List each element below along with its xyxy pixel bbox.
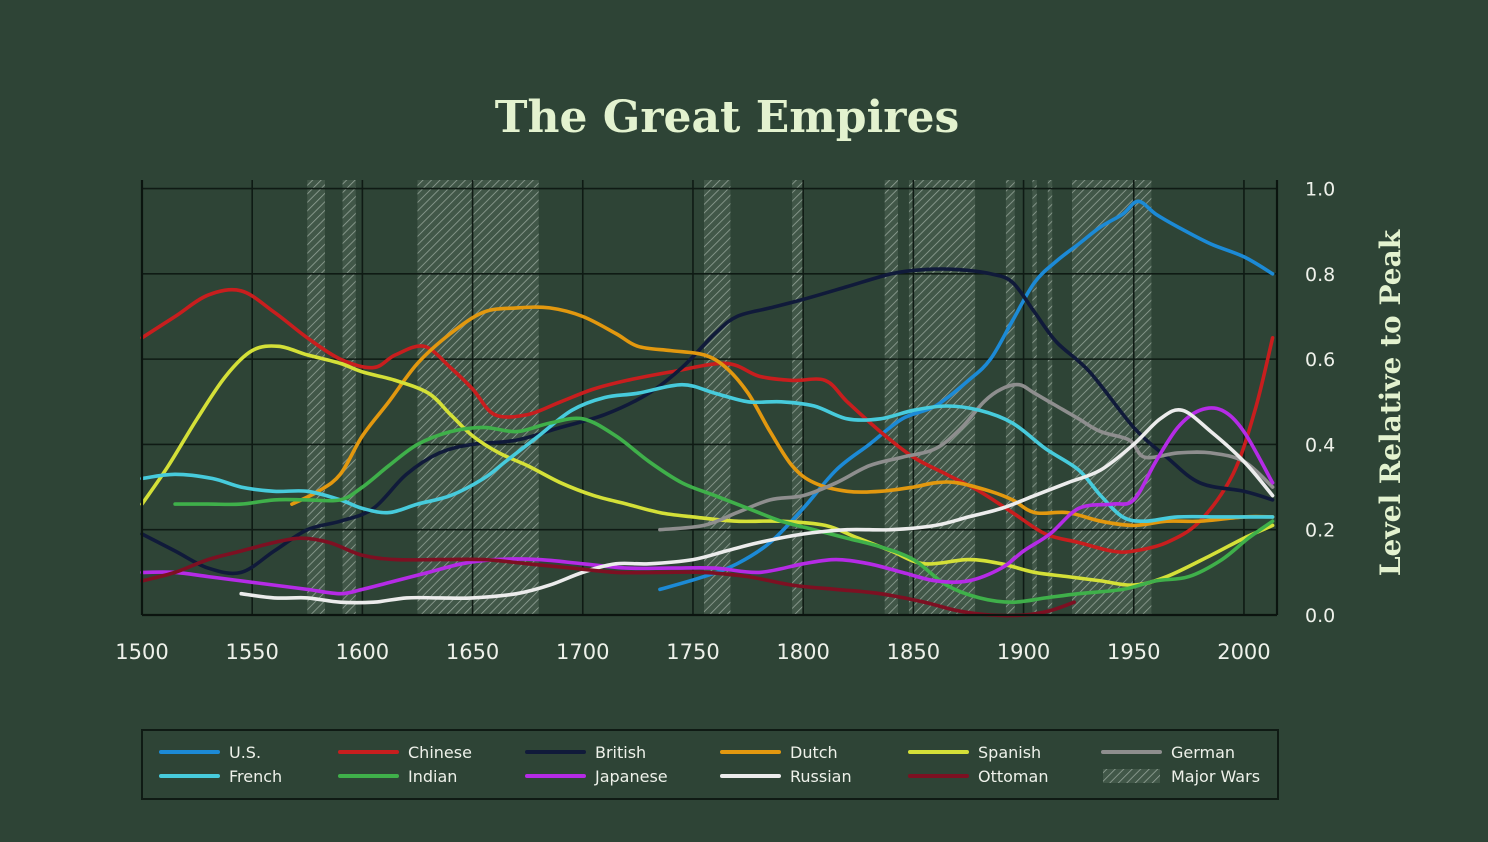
legend-label-british: British	[595, 743, 646, 762]
legend-label-indian: Indian	[408, 767, 457, 786]
series-line-japanese	[140, 406, 1275, 596]
y-tick-label: 0.2	[1305, 520, 1335, 542]
x-axis-ticks: 1500 1550 1600 1650 1700 1750 1800 1850 1900 1950…	[115, 640, 1270, 664]
legend-label-dutch: Dutch	[790, 743, 838, 762]
legend-label-russian: Russian	[790, 767, 852, 786]
major-war-band	[884, 180, 898, 615]
legend-label-major-wars: Major Wars	[1171, 767, 1260, 786]
major-war-band	[792, 180, 804, 615]
x-tick-label: 1550	[225, 640, 278, 664]
major-war-band	[1047, 180, 1053, 615]
legend-label-chinese: Chinese	[408, 743, 472, 762]
legend-label-ottoman: Ottoman	[978, 767, 1048, 786]
x-tick-label: 1850	[887, 640, 940, 664]
series-line-indian	[173, 416, 1275, 604]
x-tick-label: 1900	[997, 640, 1050, 664]
series-layer	[140, 199, 1275, 618]
legend-label-japanese: Japanese	[594, 767, 668, 786]
y-tick-label: 0.6	[1305, 349, 1335, 371]
legend-label-u-s: U.S.	[229, 743, 261, 762]
chart-title: The Great Empires	[495, 92, 959, 143]
x-tick-label: 1500	[115, 640, 168, 664]
plot-area	[140, 180, 1279, 618]
major-war-band	[1032, 180, 1037, 615]
x-tick-label: 1600	[336, 640, 389, 664]
major-war-band	[1005, 180, 1015, 615]
legend-label-german: German	[1171, 743, 1235, 762]
y-axis-ticks: 0.0 0.2 0.4 0.6 0.8 1.0	[1305, 179, 1335, 627]
series-line-british	[140, 267, 1275, 576]
major-wars-layer	[307, 180, 1152, 615]
legend: U.S. Chinese British Dutch Spanish German Fren…	[141, 729, 1279, 800]
major-war-band	[307, 180, 325, 615]
series-line-german	[658, 382, 1275, 532]
series-line-dutch	[290, 305, 1275, 528]
x-tick-label: 2000	[1217, 640, 1270, 664]
x-tick-label: 1750	[666, 640, 719, 664]
x-tick-label: 1950	[1107, 640, 1160, 664]
legend-label-french: French	[229, 767, 282, 786]
legend-swatch-major-wars	[1103, 769, 1160, 783]
major-war-band	[908, 180, 976, 615]
series-line-russian	[239, 408, 1275, 605]
x-tick-label: 1800	[776, 640, 829, 664]
y-tick-label: 0.8	[1305, 264, 1335, 286]
y-tick-label: 0.4	[1305, 434, 1335, 456]
legend-label-spanish: Spanish	[978, 743, 1041, 762]
series-line-u-s	[658, 199, 1275, 592]
x-tick-label: 1650	[446, 640, 499, 664]
legend-box	[141, 729, 1279, 800]
series-line-ottoman	[140, 536, 1076, 618]
y-axis-label: Level Relative to Peak	[1374, 229, 1407, 576]
y-tick-label: 0.0	[1305, 605, 1335, 627]
y-tick-label: 1.0	[1305, 179, 1335, 201]
series-line-spanish	[140, 344, 1275, 588]
x-tick-label: 1700	[556, 640, 609, 664]
axes	[140, 180, 1279, 617]
series-line-chinese	[140, 287, 1275, 554]
